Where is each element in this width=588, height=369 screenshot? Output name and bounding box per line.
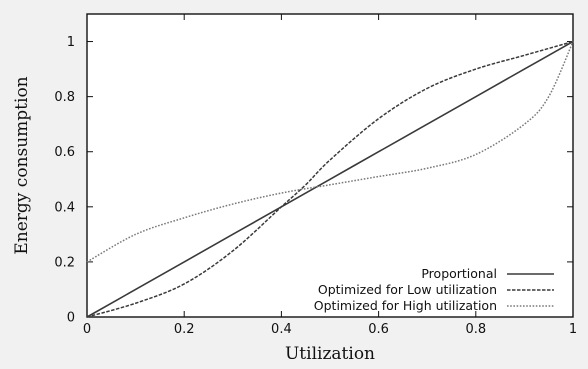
- plot-frame: [86, 13, 574, 318]
- y-tick-label: 0.6: [54, 145, 75, 160]
- ticks-group: 0 0.2 0.4 0.6 0.8 1 0 0.2 0.4 0.6 0.8 1: [54, 14, 577, 337]
- y-tick-label: 1: [67, 35, 75, 50]
- x-axis-label: Utilization: [285, 344, 375, 364]
- x-tick-label: 0.6: [368, 322, 389, 337]
- y-tick-label: 0.2: [54, 255, 75, 270]
- y-tick-label: 0: [67, 311, 75, 326]
- y-tick-label: 0.8: [54, 90, 75, 105]
- legend-label: Optimized for High utilization: [314, 298, 497, 313]
- series-group: [86, 40, 574, 318]
- series-line-2: [86, 41, 574, 263]
- x-tick-label: 0.2: [174, 322, 195, 337]
- legend-label: Proportional: [421, 266, 497, 281]
- series-line-1: [86, 40, 574, 318]
- y-tick-label: 0.4: [54, 200, 75, 215]
- legend-label: Optimized for Low utilization: [318, 282, 497, 297]
- x-tick-label: 0: [83, 322, 91, 337]
- x-tick-label: 0.8: [465, 322, 486, 337]
- y-axis-label: Energy consumption: [12, 76, 32, 254]
- series-line-0: [86, 40, 574, 318]
- x-tick-label: 0.4: [271, 322, 292, 337]
- x-tick-label: 1: [569, 322, 577, 337]
